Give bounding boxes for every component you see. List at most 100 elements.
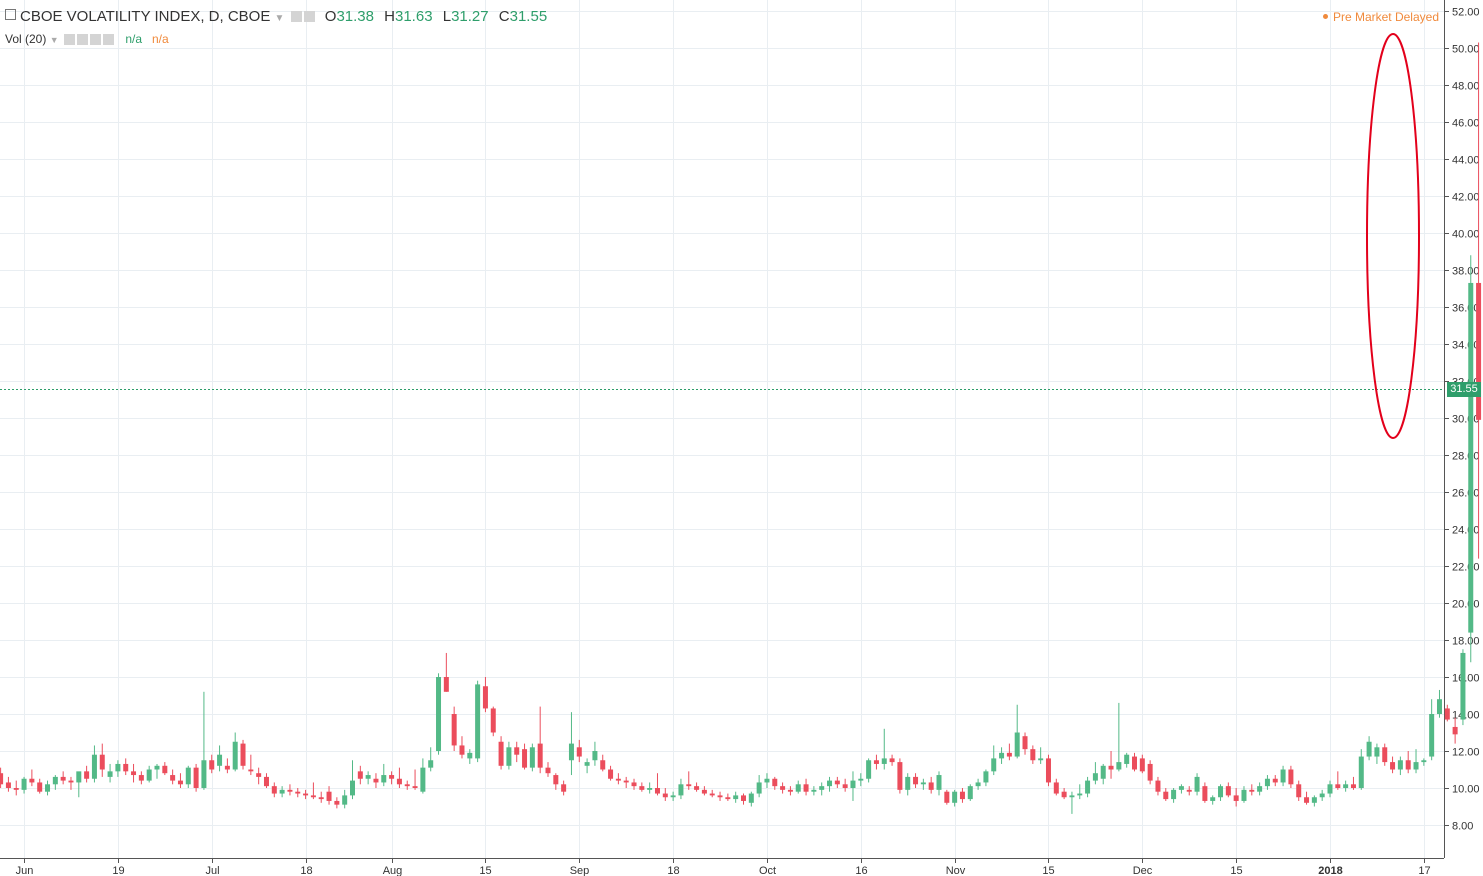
y-tick-label: 36.00 bbox=[1452, 303, 1480, 315]
candle-body bbox=[389, 775, 395, 779]
candle bbox=[1116, 702, 1122, 772]
open-value: 31.38 bbox=[336, 8, 374, 25]
candle-body bbox=[326, 791, 332, 801]
candle bbox=[334, 797, 340, 809]
candle bbox=[615, 773, 621, 785]
candle bbox=[420, 758, 426, 794]
candle bbox=[1343, 780, 1349, 792]
candle-body bbox=[1288, 769, 1294, 785]
candle bbox=[1092, 762, 1098, 785]
candle bbox=[459, 736, 465, 759]
candle-body bbox=[913, 776, 919, 785]
candle-body bbox=[1100, 765, 1106, 779]
candle bbox=[389, 771, 395, 785]
settings-icon[interactable] bbox=[76, 34, 88, 45]
add-icon[interactable] bbox=[89, 34, 101, 45]
candle bbox=[131, 763, 137, 783]
candle-body bbox=[639, 786, 645, 790]
eye-icon[interactable] bbox=[290, 11, 302, 22]
candle-body bbox=[1405, 760, 1411, 770]
candle bbox=[52, 775, 58, 790]
candle-body bbox=[694, 786, 700, 790]
candle-body bbox=[138, 775, 144, 781]
candles bbox=[0, 42, 1482, 814]
candle-body bbox=[99, 754, 105, 770]
candle bbox=[576, 739, 582, 763]
candle-body bbox=[0, 773, 4, 785]
candle bbox=[600, 754, 606, 772]
candle bbox=[0, 767, 4, 788]
candle-body bbox=[952, 791, 958, 803]
candle-body bbox=[1280, 769, 1286, 783]
candle-body bbox=[1178, 786, 1184, 790]
close-icon[interactable] bbox=[102, 34, 114, 45]
candle-body bbox=[1264, 778, 1270, 787]
candle-body bbox=[412, 786, 418, 788]
candle-body bbox=[1139, 758, 1145, 772]
candle-body bbox=[764, 778, 770, 783]
candle-body bbox=[271, 786, 277, 794]
candle bbox=[787, 786, 793, 796]
candle-body bbox=[928, 782, 934, 790]
candle bbox=[37, 778, 43, 794]
candle bbox=[412, 769, 418, 790]
candle bbox=[514, 741, 520, 763]
candle bbox=[1288, 765, 1294, 788]
candle-body bbox=[1358, 756, 1364, 788]
y-tick-label: 50.00 bbox=[1452, 44, 1480, 56]
candle bbox=[780, 782, 786, 794]
candle-body bbox=[1108, 765, 1114, 770]
high-value: 31.63 bbox=[395, 8, 433, 25]
x-tick-label: Sep bbox=[570, 865, 590, 876]
candle-body bbox=[1390, 762, 1396, 770]
candle bbox=[920, 778, 926, 790]
chevron-down-icon[interactable]: ▼ bbox=[274, 13, 285, 24]
y-tick-label: 26.00 bbox=[1452, 488, 1480, 500]
candle-body bbox=[115, 763, 121, 772]
candle bbox=[936, 771, 942, 796]
candle-body bbox=[365, 775, 371, 779]
candle bbox=[263, 773, 269, 788]
candle-body bbox=[881, 758, 887, 764]
candle-body bbox=[13, 788, 19, 790]
y-tick-label: 40.00 bbox=[1452, 229, 1480, 241]
candle bbox=[1139, 754, 1145, 774]
candle bbox=[1132, 752, 1137, 772]
candle-body bbox=[967, 786, 973, 800]
candle-body bbox=[1249, 789, 1255, 792]
eye-icon[interactable] bbox=[63, 34, 75, 45]
candle bbox=[834, 776, 840, 788]
candle bbox=[1366, 736, 1372, 761]
volume-label[interactable]: Vol (20) bbox=[5, 32, 47, 46]
candle-body bbox=[592, 751, 598, 761]
candle-body bbox=[654, 788, 660, 794]
candle bbox=[1061, 788, 1067, 800]
candle-body bbox=[1311, 797, 1317, 803]
candle-body bbox=[146, 769, 152, 781]
candle-body bbox=[224, 765, 230, 770]
symbol-title[interactable]: CBOE VOLATILITY INDEX, D, CBOE bbox=[20, 8, 271, 25]
candle bbox=[1210, 795, 1216, 805]
candle bbox=[256, 767, 262, 785]
candle bbox=[91, 745, 97, 783]
x-tick-label: 2018 bbox=[1318, 865, 1342, 876]
candle bbox=[1444, 704, 1450, 722]
candle-body bbox=[467, 752, 473, 759]
candle-body bbox=[999, 752, 1005, 759]
candle bbox=[1358, 749, 1364, 790]
candle-body bbox=[162, 765, 168, 774]
candle bbox=[850, 771, 856, 801]
candle-body bbox=[686, 784, 692, 787]
candle bbox=[498, 736, 504, 770]
collapse-icon[interactable] bbox=[5, 9, 16, 20]
candle bbox=[1304, 791, 1310, 805]
candle-body bbox=[1030, 749, 1036, 761]
candle-body bbox=[975, 782, 981, 787]
settings-icon[interactable] bbox=[303, 11, 315, 22]
candle bbox=[248, 754, 254, 776]
candle bbox=[1374, 743, 1380, 764]
candle bbox=[756, 775, 762, 798]
chevron-down-icon[interactable]: ▼ bbox=[49, 35, 59, 45]
candle-body bbox=[1186, 789, 1192, 792]
y-tick-label: 14.00 bbox=[1452, 710, 1480, 722]
